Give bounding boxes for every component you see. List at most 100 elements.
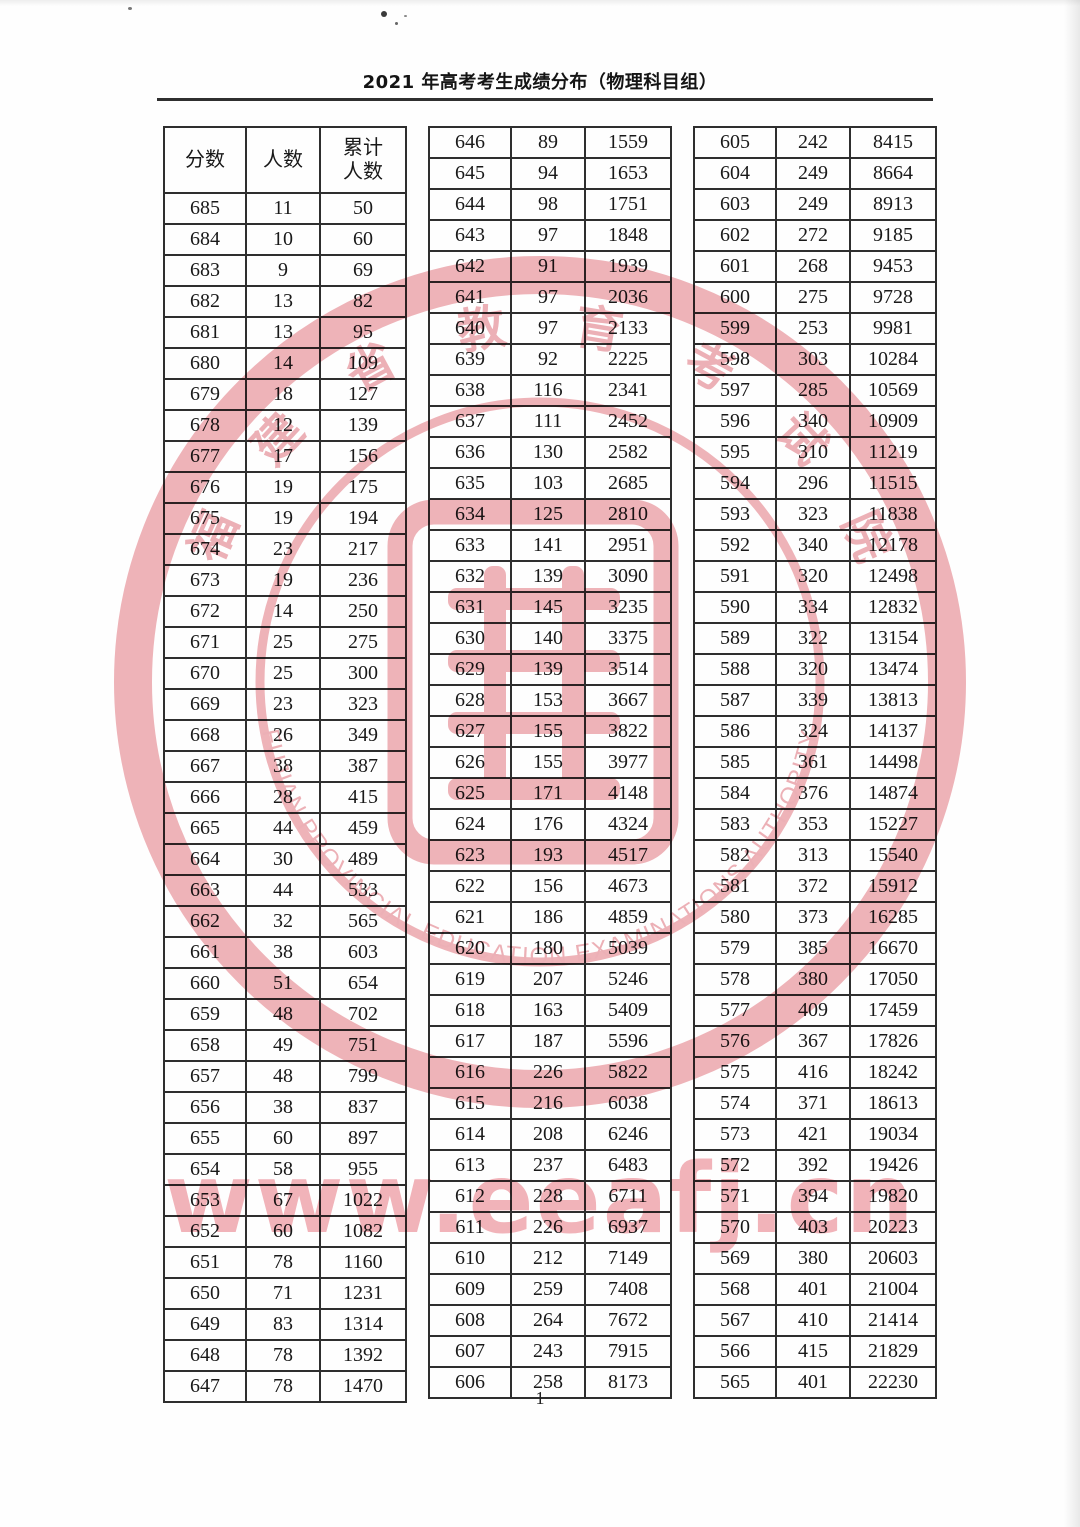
cumulative-cell: 955 [319, 1153, 407, 1186]
count-cell: 296 [775, 467, 851, 500]
cumulative-cell: 349 [319, 719, 407, 752]
count-cell: 268 [775, 250, 851, 283]
count-cell: 243 [510, 1335, 586, 1368]
table-row: 627 155 3822 [428, 715, 672, 748]
cumulative-cell: 1751 [584, 188, 672, 221]
col-header-score: 分数 [163, 126, 247, 194]
cumulative-cell: 14137 [849, 715, 937, 748]
cumulative-cell: 8664 [849, 157, 937, 190]
cumulative-cell: 22230 [849, 1366, 937, 1399]
table-row: 573 421 19034 [693, 1118, 937, 1151]
count-cell: 216 [510, 1087, 586, 1120]
cumulative-cell: 3514 [584, 653, 672, 686]
count-cell: 78 [245, 1246, 321, 1279]
score-cell: 582 [693, 839, 777, 872]
cumulative-cell: 7149 [584, 1242, 672, 1275]
table-row: 580 373 16285 [693, 901, 937, 934]
cumulative-cell: 6038 [584, 1087, 672, 1120]
cumulative-cell: 897 [319, 1122, 407, 1155]
cumulative-cell: 13154 [849, 622, 937, 655]
table-row: 608 264 7672 [428, 1304, 672, 1337]
score-cell: 638 [428, 374, 512, 407]
cumulative-cell: 17050 [849, 963, 937, 996]
score-cell: 600 [693, 281, 777, 314]
count-cell: 409 [775, 994, 851, 1027]
cumulative-cell: 3667 [584, 684, 672, 717]
count-cell: 67 [245, 1184, 321, 1217]
score-cell: 630 [428, 622, 512, 655]
score-cell: 584 [693, 777, 777, 810]
cumulative-cell: 1392 [319, 1339, 407, 1372]
score-cell: 642 [428, 250, 512, 283]
score-cell: 640 [428, 312, 512, 345]
table-row: 659 48 702 [163, 998, 407, 1031]
score-cell: 661 [163, 936, 247, 969]
cumulative-cell: 5409 [584, 994, 672, 1027]
cumulative-cell: 387 [319, 750, 407, 783]
table-row: 629 139 3514 [428, 653, 672, 686]
count-cell: 140 [510, 622, 586, 655]
count-cell: 187 [510, 1025, 586, 1058]
cumulative-cell: 1470 [319, 1370, 407, 1403]
count-cell: 38 [245, 750, 321, 783]
count-cell: 249 [775, 188, 851, 221]
cumulative-cell: 275 [319, 626, 407, 659]
cumulative-cell: 13474 [849, 653, 937, 686]
cumulative-cell: 16285 [849, 901, 937, 934]
count-cell: 23 [245, 533, 321, 566]
score-cell: 627 [428, 715, 512, 748]
table-row: 665 44 459 [163, 812, 407, 845]
table-row: 591 320 12498 [693, 560, 937, 593]
cumulative-cell: 18613 [849, 1087, 937, 1120]
score-cell: 609 [428, 1273, 512, 1306]
score-cell: 634 [428, 498, 512, 531]
count-cell: 49 [245, 1029, 321, 1062]
count-cell: 44 [245, 874, 321, 907]
table-row: 565 401 22230 [693, 1366, 937, 1399]
cumulative-cell: 14874 [849, 777, 937, 810]
count-cell: 242 [775, 126, 851, 159]
count-cell: 97 [510, 312, 586, 345]
cumulative-cell: 194 [319, 502, 407, 535]
table-row: 587 339 13813 [693, 684, 937, 717]
table-row: 590 334 12832 [693, 591, 937, 624]
scan-edge-shadow [1064, 0, 1080, 1527]
cumulative-cell: 1082 [319, 1215, 407, 1248]
cumulative-cell: 19034 [849, 1118, 937, 1151]
score-cell: 595 [693, 436, 777, 469]
table-row: 633 141 2951 [428, 529, 672, 562]
score-cell: 593 [693, 498, 777, 531]
table-row: 574 371 18613 [693, 1087, 937, 1120]
table-row: 666 28 415 [163, 781, 407, 814]
count-cell: 376 [775, 777, 851, 810]
score-cell: 643 [428, 219, 512, 252]
cumulative-cell: 250 [319, 595, 407, 628]
table-row: 566 415 21829 [693, 1335, 937, 1368]
count-cell: 48 [245, 998, 321, 1031]
table-row: 575 416 18242 [693, 1056, 937, 1089]
table-row: 674 23 217 [163, 533, 407, 566]
table-row: 637 111 2452 [428, 405, 672, 438]
score-cell: 616 [428, 1056, 512, 1089]
count-cell: 372 [775, 870, 851, 903]
score-cell: 631 [428, 591, 512, 624]
score-cell: 665 [163, 812, 247, 845]
table-row: 600 275 9728 [693, 281, 937, 314]
score-cell: 566 [693, 1335, 777, 1368]
table-row: 620 180 5039 [428, 932, 672, 965]
table-row: 597 285 10569 [693, 374, 937, 407]
cumulative-cell: 217 [319, 533, 407, 566]
score-cell: 596 [693, 405, 777, 438]
count-cell: 324 [775, 715, 851, 748]
count-cell: 275 [775, 281, 851, 314]
cumulative-cell: 489 [319, 843, 407, 876]
count-cell: 207 [510, 963, 586, 996]
count-cell: 371 [775, 1087, 851, 1120]
table-row: 676 19 175 [163, 471, 407, 504]
score-cell: 570 [693, 1211, 777, 1244]
score-cell: 625 [428, 777, 512, 810]
score-cell: 599 [693, 312, 777, 345]
table-row: 614 208 6246 [428, 1118, 672, 1151]
cumulative-cell: 10284 [849, 343, 937, 376]
table-row: 658 49 751 [163, 1029, 407, 1062]
